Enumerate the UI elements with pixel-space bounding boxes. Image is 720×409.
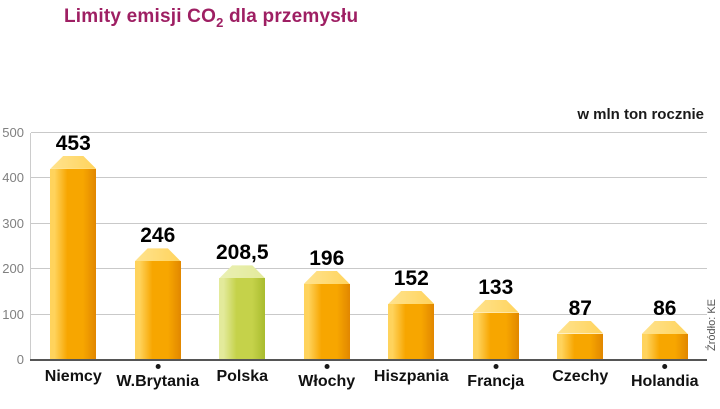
bar-value-label: 133 (478, 275, 514, 299)
y-tick-label: 0 (16, 352, 24, 367)
bar-group-francja: 133 Francja (454, 133, 539, 390)
category-label: Czechy (552, 368, 609, 385)
bar-value-label: 196 (309, 247, 345, 271)
bar-top-face (303, 271, 350, 285)
plot-area: 453 Niemcy 246 W.Brytania 208,5 Polska 196 Włoc… (30, 132, 708, 391)
bar (641, 333, 688, 360)
bar (50, 168, 97, 360)
bar-group-niemcy: 453 Niemcy (31, 132, 116, 386)
category-label: Niemcy (44, 368, 102, 385)
chart-title-text: Limity emisji CO (64, 6, 217, 27)
bar-group-polska: 208,5 Polska (200, 133, 285, 385)
bar-top-face (134, 248, 181, 262)
category-label-wrap: W.Brytania (116, 360, 199, 391)
y-tick-label: 300 (2, 215, 24, 231)
bar-top-face (219, 265, 266, 279)
category-label: W.Brytania (116, 373, 200, 390)
bar-group-w-ochy: 196 Włochy (285, 133, 370, 390)
category-label: Włochy (298, 373, 356, 390)
category-label: Francja (467, 373, 525, 390)
category-label-wrap: Francja (467, 360, 524, 391)
bar-group-holandia: 86 Holandia (623, 133, 708, 390)
bar-value-label: 208,5 (215, 241, 269, 265)
bar-value-label: 87 (568, 296, 592, 320)
bar-group-w-brytania: 246 W.Brytania (116, 133, 201, 390)
gridline (31, 132, 707, 133)
y-tick-label: 500 (2, 125, 24, 140)
category-label: Holandia (630, 373, 699, 390)
category-label: Hiszpania (373, 368, 449, 385)
bar (219, 278, 266, 360)
bar-value-label: 86 (653, 296, 677, 320)
y-axis: 0 100 200 300 400 500 (0, 126, 27, 367)
bar-value-label: 152 (393, 267, 429, 290)
category-label-wrap: Hiszpania (374, 360, 449, 386)
gridline (31, 177, 707, 179)
gridline (31, 268, 707, 270)
bar (134, 261, 181, 360)
bar-value-label: 246 (140, 224, 176, 248)
bar-value-label: 453 (55, 132, 91, 155)
category-label-wrap: Polska (216, 360, 268, 386)
bars-row: 453 Niemcy 246 W.Brytania 208,5 Polska 196 Włoc… (31, 132, 708, 391)
y-tick-label: 400 (2, 170, 24, 186)
label-dot (662, 364, 668, 369)
x-axis-line (30, 359, 707, 361)
bar (472, 312, 519, 360)
bar-top-face (50, 156, 97, 169)
gridline (31, 313, 707, 315)
y-tick-label: 200 (2, 261, 24, 277)
chart-title: Limity emisji CO2 dla przemysłu (64, 6, 358, 30)
category-label-wrap: Niemcy (45, 360, 102, 386)
gridline (31, 222, 707, 224)
bar-group-czechy: 87 Czechy (538, 133, 623, 385)
bar (388, 304, 435, 360)
bar (557, 333, 604, 360)
category-label-wrap: Holandia (631, 360, 699, 391)
bar-group-hiszpania: 152 Hiszpania (369, 133, 454, 386)
bar-top-face (641, 320, 688, 334)
source-label: Źródło: KE (706, 299, 718, 351)
bar-top-face (557, 320, 604, 334)
bar-top-face (472, 299, 519, 313)
chart-title-suffix: dla przemysłu (223, 6, 359, 27)
bar-top-face (388, 291, 435, 304)
label-dot (155, 364, 161, 369)
label-dot (324, 364, 330, 369)
category-label-wrap: Czechy (552, 360, 608, 386)
category-label: Polska (216, 368, 269, 385)
chart-title-subscript: 2 (216, 14, 224, 30)
category-label-wrap: Włochy (298, 360, 355, 391)
unit-label: w mln ton rocznie (577, 106, 704, 123)
bar (303, 284, 350, 360)
label-dot (493, 364, 499, 369)
y-tick-label: 100 (2, 306, 24, 322)
